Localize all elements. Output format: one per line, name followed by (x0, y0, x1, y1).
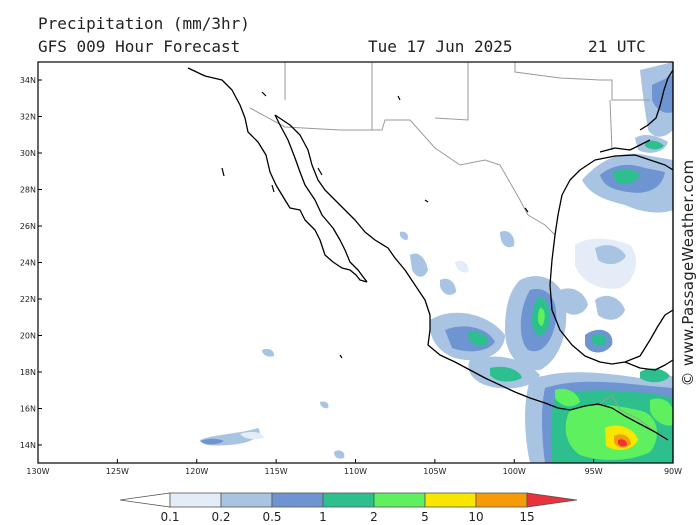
precipitation-field (200, 62, 673, 463)
lat-tick-label: 28N (20, 186, 36, 195)
island-small-2 (397, 95, 401, 101)
latitude-axis: 34N 32N 30N 28N 26N 24N 22N 20N 18N 16N 14N (20, 76, 42, 450)
lat-tick-label: 14N (20, 441, 36, 450)
lon-tick-label: 125W (106, 467, 129, 476)
precip-south-lg-2 (555, 388, 580, 407)
lon-tick-label: 105W (423, 467, 446, 476)
longitude-axis: 130W 125W 120W 115W 110W 105W 100W 95W 90W (26, 459, 682, 476)
lat-tick-label: 16N (20, 405, 36, 414)
precip-pacific-3 (320, 401, 329, 409)
legend-label: 10 (468, 510, 483, 524)
precipitation-legend: 0.1 0.2 0.5 1 2 5 10 15 (119, 492, 578, 524)
precip-sierra-2 (455, 260, 469, 273)
island-small-3 (424, 199, 429, 203)
legend-arrow-high (526, 492, 578, 508)
precip-fl-west-green (645, 140, 664, 150)
lon-tick-label: 110W (344, 467, 367, 476)
border-us-state-4 (514, 62, 650, 101)
lat-tick-label: 26N (20, 222, 36, 231)
legend-label: 0.1 (160, 510, 179, 524)
legend-swatch (475, 492, 528, 508)
lon-tick-label: 115W (265, 467, 288, 476)
precip-central-mx-g (468, 331, 489, 346)
legend-label: 0.2 (211, 510, 230, 524)
international-borders (249, 62, 666, 441)
legend-label: 5 (421, 510, 429, 524)
coast-fl-panhandle (599, 139, 651, 153)
island-small-4 (524, 207, 529, 213)
lon-tick-label: 120W (185, 467, 208, 476)
legend-label: 0.5 (262, 510, 281, 524)
precip-sw-gulf (500, 230, 515, 248)
precip-bc-jal (410, 253, 428, 277)
island-small-1 (261, 91, 267, 97)
precip-campeche-g (592, 334, 607, 346)
precip-pacific-1b (200, 438, 224, 445)
precip-guerrero-g (490, 366, 522, 382)
legend-swatch (322, 492, 375, 508)
legend-swatch (424, 492, 477, 508)
lat-tick-label: 24N (20, 259, 36, 268)
lat-tick-label: 32N (20, 113, 36, 122)
precip-baja-ne (399, 231, 409, 240)
precip-sierra-1 (440, 278, 456, 295)
border-us-mexico (249, 107, 556, 236)
precip-gulf-west (560, 288, 588, 315)
lat-tick-label: 18N (20, 368, 36, 377)
lat-tick-label: 34N (20, 76, 36, 85)
legend-label: 15 (519, 510, 534, 524)
coast-mainland-pacific (274, 114, 669, 441)
lon-tick-label: 100W (503, 467, 526, 476)
legend-swatch (220, 492, 273, 508)
lon-tick-label: 90W (664, 467, 682, 476)
legend-swatch (271, 492, 324, 508)
coast-baja-pacific (187, 67, 368, 283)
precip-pacific-4 (334, 450, 345, 459)
lon-tick-label: 95W (585, 467, 603, 476)
precip-south-lg-3 (650, 398, 673, 426)
coast-florida (639, 69, 673, 131)
island-guadalupe (221, 167, 225, 177)
legend-arrow-low (119, 492, 171, 508)
precip-gulf-center-2 (595, 245, 626, 265)
forecast-date: Tue 17 Jun 2025 (368, 37, 513, 56)
lat-tick-label: 20N (20, 332, 36, 341)
map-plot-area (187, 62, 673, 463)
precip-south-r (618, 439, 627, 447)
border-us-state-5 (609, 99, 613, 151)
island-tiburon (317, 167, 323, 176)
legend-label: 1 (319, 510, 327, 524)
lat-tick-label: 22N (20, 295, 36, 304)
forecast-time: 21 UTC (588, 37, 646, 56)
legend-label: 2 (370, 510, 378, 524)
precip-yucatan-west (595, 295, 625, 320)
lon-tick-label: 130W (26, 467, 49, 476)
map-title: Precipitation (mm/3hr) (38, 14, 250, 33)
forecast-label: GFS 009 Hour Forecast (38, 37, 241, 56)
coastlines (187, 67, 673, 441)
precip-pacific-5 (240, 431, 264, 440)
islands (221, 91, 529, 359)
coast-baja-gulf (274, 114, 368, 283)
precip-gulf-north-green (612, 169, 640, 184)
island-cedros (271, 184, 275, 193)
legend-swatch (169, 492, 222, 508)
precip-gulf-tehuantepec (640, 368, 670, 383)
precip-mexico-east-lg (537, 308, 545, 326)
precip-pacific-2 (262, 348, 275, 357)
lat-tick-label: 30N (20, 149, 36, 158)
credit-text: © www.PassageWeather.com (678, 148, 698, 398)
credit-label: © www.PassageWeather.com (679, 159, 697, 387)
border-central-am-1 (597, 394, 641, 421)
border-us-state-3 (434, 62, 469, 121)
legend-swatch (373, 492, 426, 508)
island-revillagigedo (339, 354, 343, 359)
coast-gulf-north (554, 154, 673, 236)
coast-gulf-west (549, 234, 673, 365)
coast-yucatan (624, 359, 673, 371)
